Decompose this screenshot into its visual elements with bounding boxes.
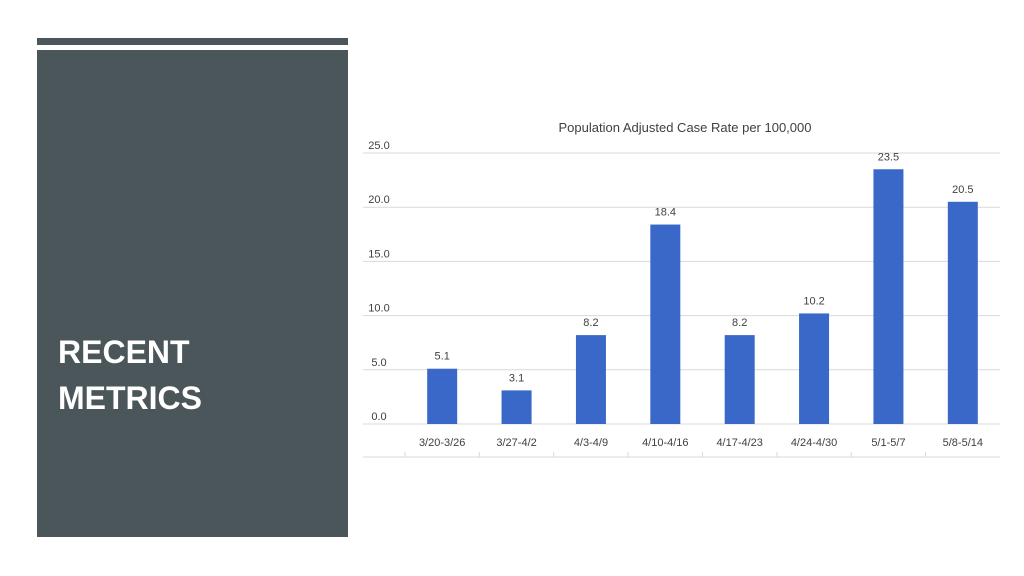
slide-title: RECENT METRICS: [58, 329, 202, 421]
x-tick-label: 3/27-4/2: [496, 437, 536, 449]
bar: [575, 335, 606, 424]
data-label: 20.5: [952, 184, 973, 196]
bar: [427, 368, 458, 424]
bar-chart: Population Adjusted Case Rate per 100,00…: [363, 120, 1000, 458]
y-tick-label: 5.0: [371, 357, 386, 369]
data-label: 5.1: [435, 351, 450, 363]
left-panel: RECENT METRICS: [37, 50, 348, 537]
data-label: 3.1: [509, 372, 524, 384]
y-tick-label: 15.0: [368, 248, 389, 260]
y-tick-label: 25.0: [368, 140, 389, 152]
x-tick-label: 4/24-4/30: [791, 437, 837, 449]
data-label: 18.4: [655, 207, 676, 219]
data-labels: 5.1 3.1 8.2 18.4 8.2 10.2 23.5 20.5: [435, 151, 974, 384]
data-label: 8.2: [732, 317, 747, 329]
y-axis-ticks: 0.0 5.0 10.0 15.0 20.0 25.0: [368, 140, 389, 423]
data-label: 10.2: [803, 295, 824, 307]
bar: [799, 313, 830, 424]
x-tick-label: 4/10-4/16: [642, 437, 688, 449]
gridlines: [363, 152, 1000, 458]
bar: [501, 390, 532, 424]
bar: [650, 224, 681, 424]
x-tick-label: 3/20-3/26: [419, 437, 465, 449]
x-tick-label: 4/17-4/23: [716, 437, 762, 449]
y-tick-label: 0.0: [371, 411, 386, 423]
x-tick-label: 4/3-4/9: [574, 437, 608, 449]
x-axis-ticks: 3/20-3/26 3/27-4/2 4/3-4/9 4/10-4/16 4/17-4/…: [419, 437, 983, 449]
x-tick-label: 5/1-5/7: [871, 437, 905, 449]
chart-container: Population Adjusted Case Rate per 100,00…: [355, 100, 1015, 470]
slide-title-line-2: METRICS: [58, 380, 202, 416]
bar: [724, 335, 755, 424]
x-tick-label: 5/8-5/14: [943, 437, 983, 449]
y-tick-label: 10.0: [368, 303, 389, 315]
top-rule: [37, 38, 348, 45]
chart-title: Population Adjusted Case Rate per 100,00…: [559, 120, 812, 135]
bars: [427, 169, 978, 424]
y-tick-label: 20.0: [368, 194, 389, 206]
bar: [873, 169, 904, 424]
data-label: 23.5: [878, 151, 899, 163]
bar: [947, 201, 978, 424]
data-label: 8.2: [583, 317, 598, 329]
slide-title-line-1: RECENT: [58, 334, 190, 370]
